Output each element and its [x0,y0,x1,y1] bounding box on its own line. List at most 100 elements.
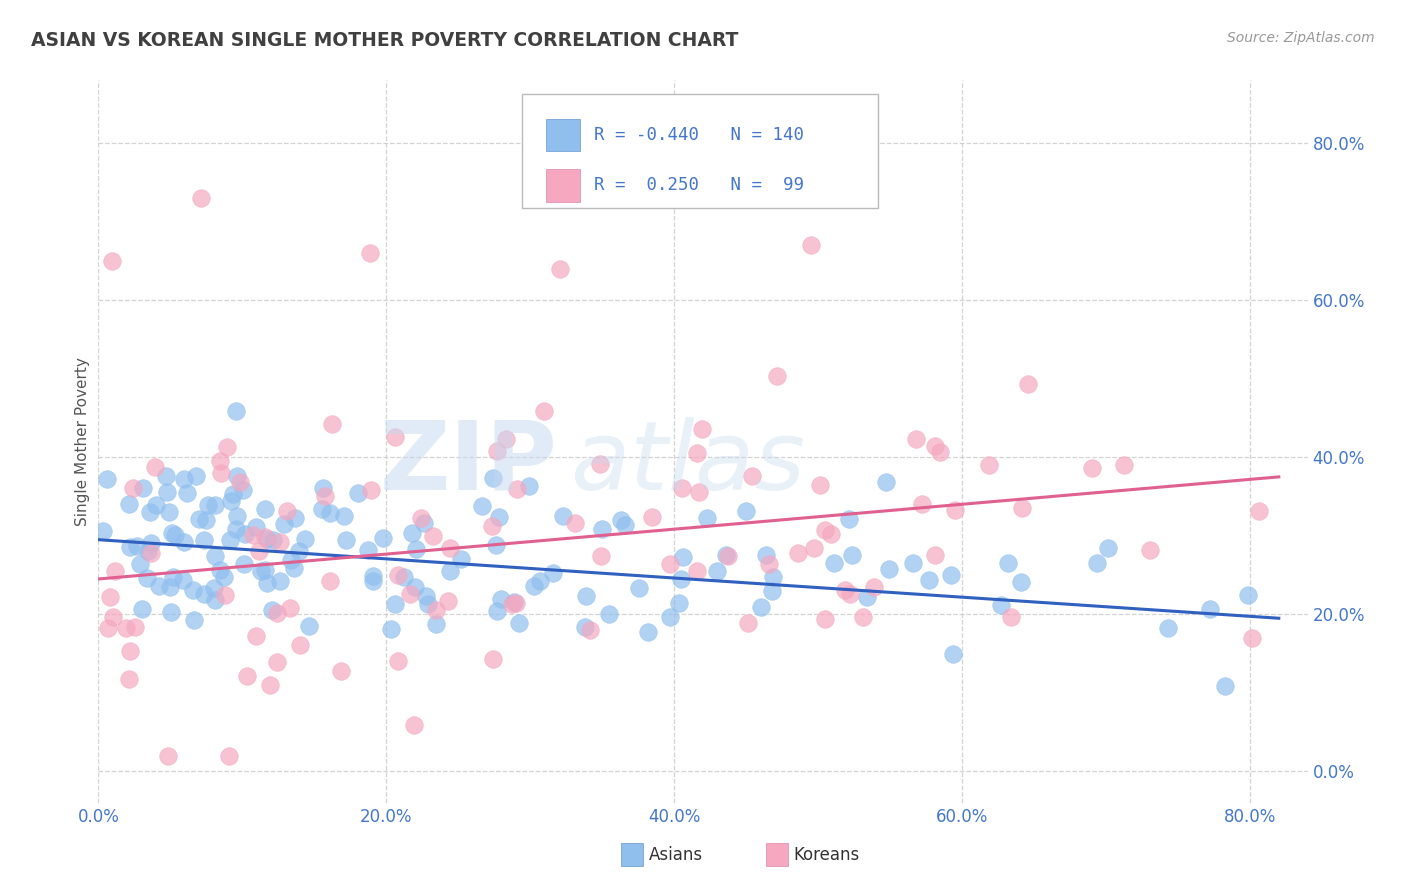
Point [413,516,436,530]
Point [284,510,307,524]
Point [564,516,586,530]
Point [1081,460,1104,475]
Point [575,589,598,603]
Point [100,253,122,268]
Point [495,433,517,447]
Point [312,481,335,495]
Point [114,622,136,636]
Point [437,594,460,608]
Bar [546,119,579,152]
Point [696,511,718,525]
Point [197,498,219,512]
Point [813,523,835,537]
Point [290,638,312,652]
Point [204,549,226,563]
Point [143,460,166,475]
Point [156,748,179,763]
Point [803,541,825,555]
Point [877,562,900,576]
Point [204,593,226,607]
Point [941,567,963,582]
Point [266,606,288,620]
Point [1114,458,1136,472]
Point [218,748,240,763]
Point [256,576,278,591]
Point [838,512,860,526]
Point [503,595,526,609]
Point [481,518,503,533]
Point [384,430,406,444]
Point [482,471,505,485]
Point [276,503,298,517]
Point [1213,679,1236,693]
Point [589,549,612,563]
Point [226,468,249,483]
Point [159,580,181,594]
Point [717,549,740,563]
Point [640,509,662,524]
Point [1237,588,1260,602]
Point [669,572,692,586]
Point [690,422,713,436]
Point [1247,503,1270,517]
Point [288,544,311,558]
Point [762,570,785,584]
Point [489,592,512,607]
Point [800,238,823,252]
Point [838,587,860,601]
Point [505,596,527,610]
Point [924,549,946,563]
Point [283,561,305,575]
Point [215,440,238,454]
Point [924,439,946,453]
Point [519,479,541,493]
Point [422,529,444,543]
Point [202,581,225,595]
Point [686,564,709,578]
Point [668,596,690,610]
Point [613,517,636,532]
Point [533,403,555,417]
Point [1000,610,1022,624]
Point [714,548,737,562]
Point [737,615,759,630]
Point [247,543,270,558]
Point [380,622,402,636]
Point [591,522,613,536]
Point [135,571,157,585]
Point [672,549,695,564]
Point [172,573,194,587]
Point [1010,574,1032,589]
Point [529,574,551,589]
Point [405,542,427,557]
Point [671,481,693,495]
Point [1017,376,1039,391]
Point [761,584,783,599]
Point [139,546,162,560]
Point [132,481,155,495]
Point [321,417,343,432]
Point [834,583,856,598]
Point [485,538,508,552]
Point [589,457,612,471]
Point [823,556,845,570]
Point [229,475,252,489]
Point [165,528,187,542]
Point [359,246,381,260]
Point [425,603,447,617]
Point [439,564,461,578]
Point [1240,632,1263,646]
Point [232,557,254,571]
Point [506,482,529,496]
Point [1199,601,1222,615]
Point [627,581,650,595]
Point [404,718,426,732]
Point [735,504,758,518]
Point [1085,557,1108,571]
Point [361,569,384,583]
Point [148,579,170,593]
Point [124,620,146,634]
Point [104,564,127,578]
Point [706,564,728,578]
Point [103,610,125,624]
